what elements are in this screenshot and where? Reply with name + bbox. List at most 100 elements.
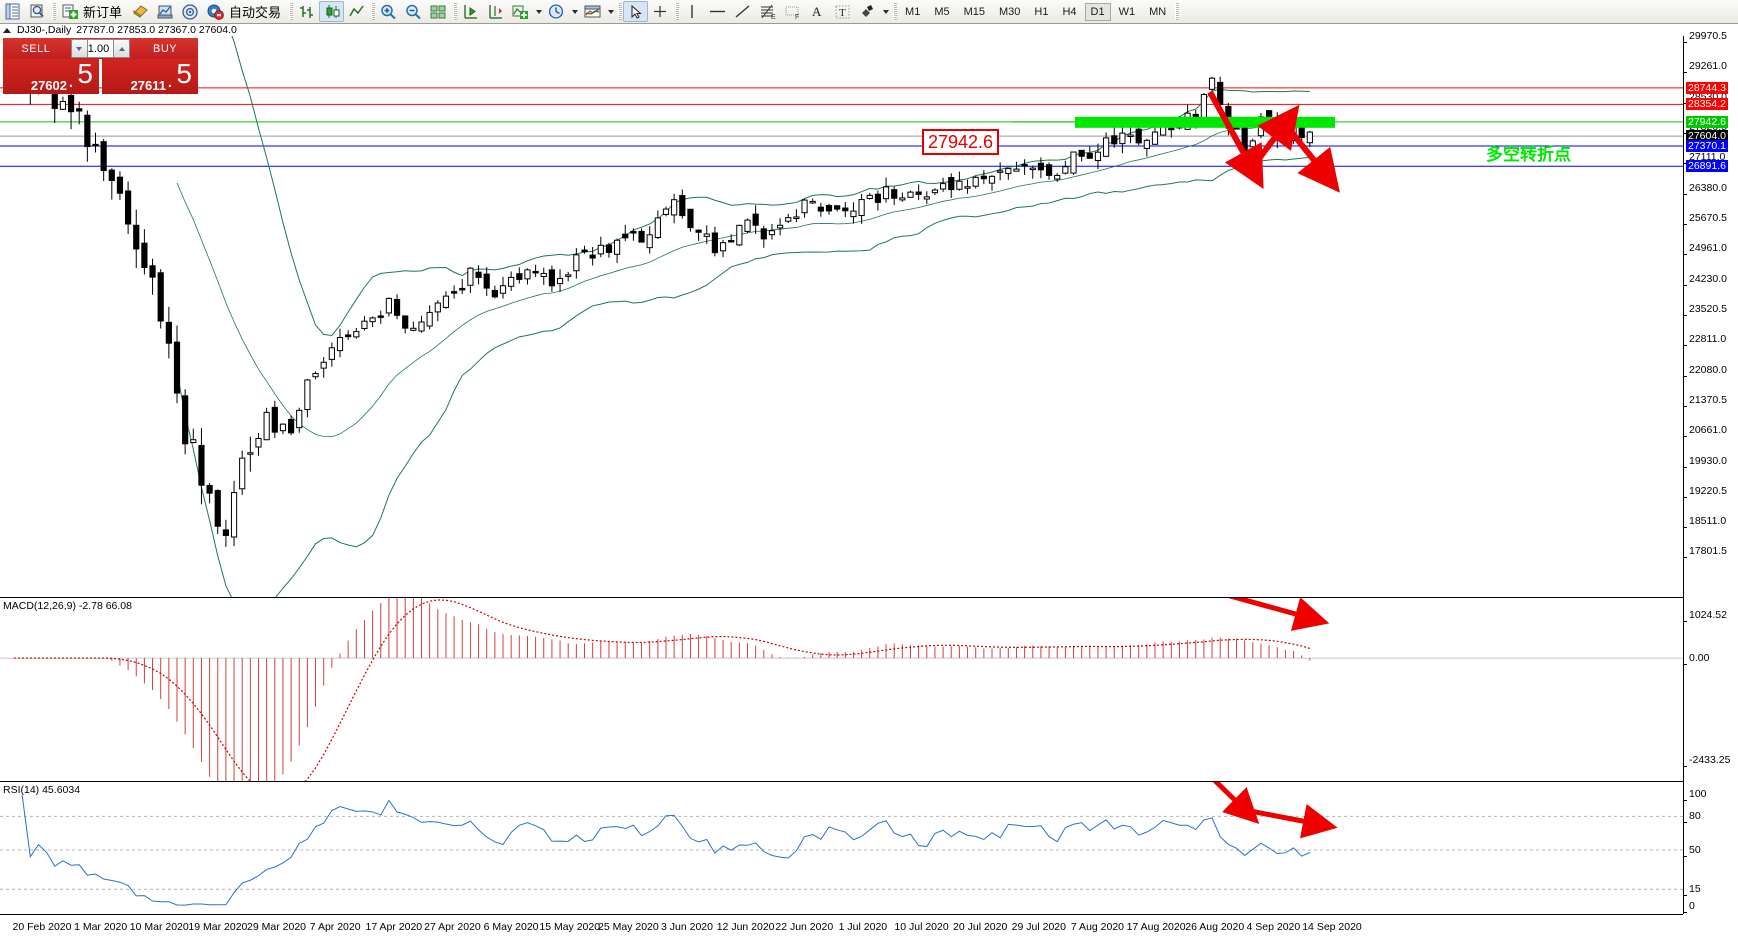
chart-shift-icon[interactable] — [483, 1, 508, 22]
volume-increase-icon[interactable] — [113, 39, 131, 58]
date-tick: 22 Jun 2020 — [775, 921, 834, 933]
date-scale[interactable]: 20 Feb 2020 1 Mar 2020 10 Mar 2020 19 Mar 2… — [0, 915, 1738, 944]
new-order-label[interactable]: 新订单 — [83, 5, 123, 20]
zoom-in-icon[interactable] — [376, 1, 401, 22]
price-tick: 19220.5 — [1684, 485, 1727, 503]
timeframe-m15[interactable]: M15 — [963, 5, 985, 18]
sell-price-separator: . — [68, 74, 73, 91]
date-tick: 20 Feb 2020 — [12, 921, 72, 933]
sell-price-integer: 27602 — [30, 78, 67, 93]
one-click-trade-panel[interactable]: SELL 1.00 BUY 27602 . 5 27611 . 5 — [3, 38, 198, 94]
date-tick: 14 Sep 2020 — [1302, 921, 1362, 933]
crosshair-icon[interactable] — [648, 1, 673, 22]
sell-button[interactable]: SELL — [3, 38, 69, 59]
indicators-list-icon[interactable] — [508, 1, 533, 22]
buy-button[interactable]: BUY — [132, 38, 198, 59]
timeframe-m1[interactable]: M1 — [905, 5, 921, 18]
channel-icon[interactable]: F — [780, 1, 805, 22]
text-icon[interactable]: T — [830, 1, 855, 22]
cursor-icon[interactable] — [623, 1, 649, 22]
price-level-badge-resistance[interactable]: 28354.2 — [1686, 98, 1728, 111]
date-tick: 25 May 2020 — [598, 921, 659, 933]
buy-price-separator: . — [167, 74, 172, 91]
volume-stepper[interactable]: 1.00 — [68, 38, 133, 59]
objects-dropdown-caret[interactable] — [880, 2, 891, 21]
autotrade-label[interactable]: 自动交易 — [229, 5, 282, 20]
candlestick-chart-icon[interactable] — [319, 1, 345, 22]
rsi-tick: 100 — [1684, 788, 1707, 806]
timeframe-w1[interactable]: W1 — [1118, 5, 1136, 18]
price-level-badge-support[interactable]: 27370.1 — [1686, 140, 1728, 153]
templates-dropdown-caret[interactable] — [605, 2, 616, 21]
date-tick: 27 Apr 2020 — [424, 921, 481, 933]
price-scale[interactable]: 29970.529261.028530.027820.527111.026380… — [1684, 30, 1738, 914]
price-annotation-box[interactable]: 27942.6 — [922, 129, 1000, 155]
macd-tick: -2433.25 — [1684, 754, 1730, 772]
price-tick: 23520.5 — [1684, 303, 1727, 321]
turning-point-note[interactable]: 多空转折点 — [1486, 145, 1571, 165]
period-dropdown-caret[interactable] — [569, 2, 580, 21]
sell-price[interactable]: 27602 . 5 — [3, 58, 99, 94]
price-level-badge-last-price[interactable]: 27604.0 — [1686, 130, 1728, 143]
svg-text:E: E — [771, 14, 776, 20]
fibonacci-icon[interactable]: E — [755, 1, 780, 22]
rsi-pane[interactable]: RSI(14) 45.6034 — [0, 782, 1683, 915]
navigator-icon[interactable] — [178, 1, 203, 22]
line-chart-icon[interactable] — [344, 1, 369, 22]
data-window-icon[interactable] — [25, 1, 50, 22]
date-tick: 12 Jun 2020 — [716, 921, 775, 933]
objects-icon[interactable] — [855, 1, 880, 22]
price-level-badge-pivot[interactable]: 27942.6 — [1686, 115, 1728, 128]
toolbar-separator — [1173, 2, 1180, 21]
market-watch-icon[interactable] — [0, 1, 25, 22]
zoom-out-icon[interactable] — [401, 1, 426, 22]
macd-pane[interactable]: MACD(12,26,9) -2.78 66.08 — [0, 598, 1683, 782]
timeframe-h1[interactable]: H1 — [1034, 5, 1049, 18]
date-tick: 20 Jul 2020 — [953, 921, 1008, 933]
toolbar-separator — [369, 2, 376, 21]
text-label-icon[interactable]: A — [805, 1, 830, 22]
timeframe-m30[interactable]: M30 — [999, 5, 1021, 18]
expert-advisor-icon[interactable] — [128, 1, 153, 22]
price-chart-svg — [0, 36, 1683, 597]
date-tick: 1 Mar 2020 — [74, 921, 128, 933]
chart-canvas-area[interactable]: MACD(12,26,9) -2.78 66.08 RSI(14) 45.603… — [0, 30, 1738, 944]
auto-scroll-icon[interactable] — [458, 1, 483, 22]
trendline-icon[interactable] — [730, 1, 755, 22]
price-tick: 21370.5 — [1684, 394, 1727, 412]
date-tick: 3 Jun 2020 — [661, 921, 713, 933]
date-tick: 19 Mar 2020 — [188, 921, 248, 933]
rsi-tick: 15 — [1684, 883, 1701, 901]
collapse-triangle-icon[interactable] — [3, 27, 11, 33]
bar-chart-icon[interactable] — [294, 1, 319, 22]
timeframe-m5[interactable]: M5 — [934, 5, 950, 18]
tile-windows-icon[interactable] — [426, 1, 451, 22]
price-tick: 20661.0 — [1684, 424, 1727, 442]
buy-price[interactable]: 27611 . 5 — [102, 58, 198, 94]
chart-symbol-label: DJ30-,Daily — [17, 24, 72, 36]
price-level-badge-support[interactable]: 26891.6 — [1686, 160, 1728, 173]
horizontal-line-icon[interactable] — [705, 1, 730, 22]
price-level-badge-resistance[interactable]: 28744.3 — [1686, 81, 1728, 94]
date-tick: 7 Aug 2020 — [1070, 921, 1125, 933]
timeframe-mn[interactable]: MN — [1149, 5, 1167, 18]
templates-icon[interactable] — [580, 1, 605, 22]
period-icon[interactable] — [544, 1, 569, 22]
indicators-dropdown-caret[interactable] — [533, 2, 544, 21]
timeframe-h4[interactable]: H4 — [1062, 5, 1077, 18]
date-tick: 26 Aug 2020 — [1185, 921, 1245, 933]
timeframe-d1[interactable]: D1 — [1084, 2, 1111, 21]
timeframe-group: M1 M5 M15 M30 H1 H4 D1 W1 MN — [898, 2, 1173, 21]
macd-chart-svg — [0, 598, 1683, 781]
date-tick: 6 May 2020 — [483, 921, 539, 933]
volume-input[interactable]: 1.00 — [87, 39, 114, 58]
new-order-icon[interactable] — [57, 1, 82, 22]
price-tick: 26380.0 — [1684, 182, 1727, 200]
volume-decrease-icon[interactable] — [70, 39, 88, 58]
macd-tick: 1024.52 — [1684, 609, 1727, 627]
autotrade-icon[interactable] — [203, 1, 228, 22]
vertical-line-icon[interactable] — [680, 1, 705, 22]
price-tick: 29970.5 — [1684, 30, 1727, 48]
strategy-tester-icon[interactable] — [153, 1, 178, 22]
price-pane[interactable] — [0, 36, 1683, 598]
